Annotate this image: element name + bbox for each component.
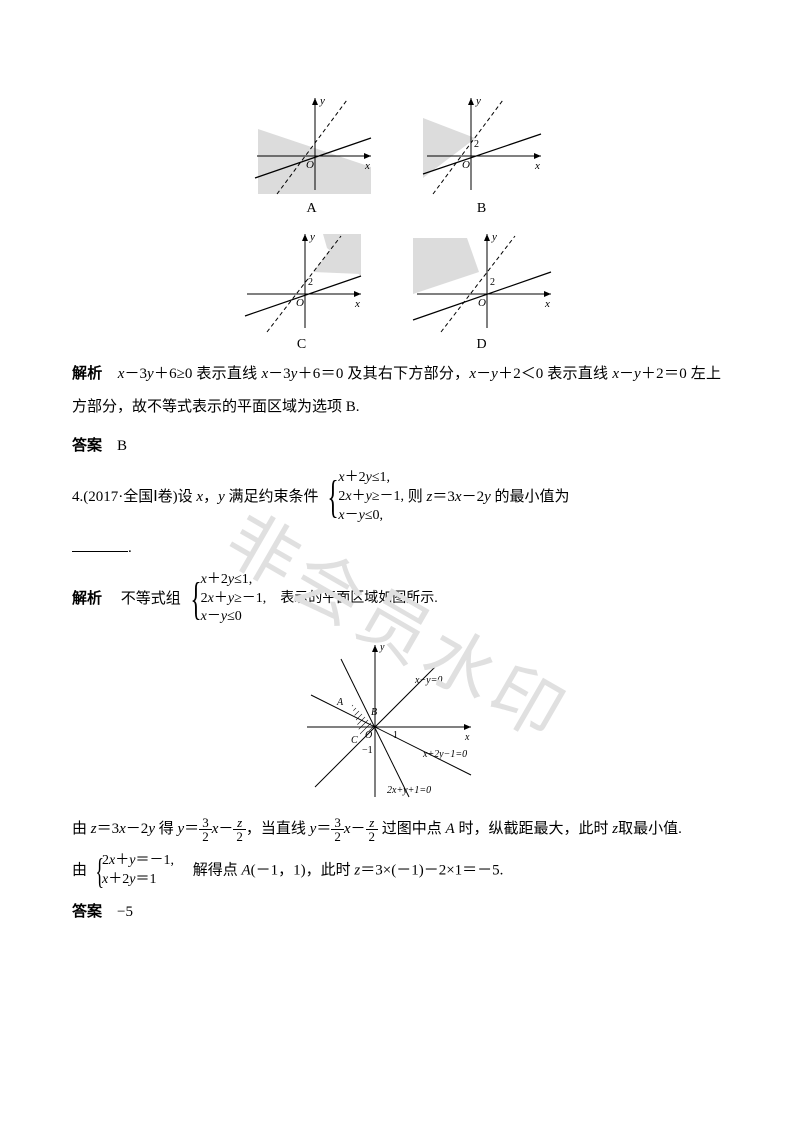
figure-b: O x y 2	[417, 88, 547, 198]
svg-text:A: A	[336, 697, 344, 708]
figure-c-wrap: O x y 2 C	[237, 224, 367, 352]
figure-a-wrap: O x y A	[247, 88, 377, 216]
label-b: B	[477, 202, 486, 216]
figure-d-wrap: O x y 2 D	[407, 224, 557, 352]
q4-prefix: 4.(2017·全国Ⅰ卷)设 x，y 满足约束条件	[72, 489, 319, 505]
svg-text:2: 2	[490, 277, 495, 288]
analysis-2-label: 解析	[72, 590, 102, 606]
svg-text:x−y=0: x−y=0	[414, 675, 442, 686]
a2-c1: x＋2y≤1,	[201, 571, 438, 590]
svg-text:O: O	[365, 730, 372, 741]
page-content: O x y A O x y 2 B	[0, 0, 793, 975]
svg-text:−1: −1	[362, 745, 373, 756]
q4-c1: x＋2y≤1,	[338, 469, 404, 488]
answer-2-value: −5	[117, 904, 133, 920]
analysis-1-label: 解析	[72, 366, 103, 382]
figure-row-cd: O x y 2 C O x y 2 D	[72, 224, 721, 352]
svg-text:x: x	[544, 298, 550, 310]
q4-c3: x－y≤0,	[338, 507, 404, 526]
svg-text:y: y	[319, 95, 325, 107]
s-c1: 2x＋y＝－1,	[102, 852, 174, 871]
svg-text:B: B	[371, 707, 377, 718]
svg-text:1: 1	[393, 730, 398, 741]
analysis-1: 解析 x－3y＋6≥0 表示直线 x－3y＋6＝0 及其右下方部分，x－y＋2＜…	[72, 358, 721, 424]
answer-1-value: B	[117, 438, 127, 454]
svg-text:C: C	[351, 735, 358, 746]
figure-d: O x y 2	[407, 224, 557, 334]
label-c: C	[297, 338, 306, 352]
label-a: A	[306, 202, 316, 216]
answer-1: 答案 B	[72, 430, 721, 463]
figure-b-wrap: O x y 2 B	[417, 88, 547, 216]
question-4: 4.(2017·全国Ⅰ卷)设 x，y 满足约束条件 { x＋2y≤1, 2x＋y…	[72, 469, 721, 526]
q4-c2: 2x＋y≥－1,	[338, 488, 404, 507]
analysis-1-text: x－3y＋6≥0 表示直线 x－3y＋6＝0 及其右下方部分，x－y＋2＜0 表…	[72, 366, 721, 415]
analysis-2: 解析 不等式组 { x＋2y≤1, 2x＋y≥－1, 表示的平面区域如图所示. …	[72, 571, 721, 628]
analysis-2c: 由 { 2x＋y＝－1, x＋2y＝1 解得点 A(－1，1)，此时 z＝3×(…	[72, 852, 721, 890]
svg-text:y: y	[491, 231, 497, 243]
central-figure: O x y 1 −1 A B C x−y=0 x+2y−1=0 2x+y+1=0	[297, 635, 497, 805]
svg-text:2: 2	[474, 139, 479, 150]
svg-text:y: y	[379, 642, 385, 653]
figure-row-ab: O x y A O x y 2 B	[72, 88, 721, 216]
svg-text:O: O	[478, 297, 486, 309]
label-d: D	[476, 338, 486, 352]
answer-2-label: 答案	[72, 904, 102, 920]
svg-text:O: O	[306, 159, 314, 171]
svg-text:y: y	[475, 95, 481, 107]
a2-c3: x－y≤0	[201, 608, 438, 627]
analysis-2b: 由 z＝3x－2y 得 y＝32x－z2，当直线 y＝32x－z2 过图中点 A…	[72, 813, 721, 846]
svg-text:O: O	[296, 297, 304, 309]
analysis-2-constraints: { x＋2y≤1, 2x＋y≥－1, 表示的平面区域如图所示. x－y≤0	[185, 571, 438, 628]
central-figure-wrap: O x y 1 −1 A B C x−y=0 x+2y−1=0 2x+y+1=0	[72, 635, 721, 805]
svg-text:x: x	[354, 298, 360, 310]
svg-text:2x+y+1=0: 2x+y+1=0	[387, 785, 431, 796]
figure-a: O x y	[247, 88, 377, 198]
a2c-pre: 由	[72, 863, 87, 879]
svg-text:x: x	[534, 160, 540, 172]
svg-text:x: x	[364, 160, 370, 172]
svg-text:x: x	[464, 732, 470, 743]
s-c2: x＋2y＝1	[102, 871, 174, 890]
q4-blank	[72, 536, 128, 552]
answer-2: 答案 −5	[72, 896, 721, 929]
answer-1-label: 答案	[72, 438, 102, 454]
q4-blank-line: .	[72, 532, 721, 565]
a2-c2: 2x＋y≥－1, 表示的平面区域如图所示.	[201, 590, 438, 609]
analysis-2-pre: 不等式组	[106, 590, 181, 606]
a2c-post: 解得点 A(－1，1)，此时 z＝3×(－1)－2×1＝－5.	[178, 863, 504, 879]
svg-text:x+2y−1=0: x+2y−1=0	[422, 749, 467, 760]
q4-constraints: { x＋2y≤1, 2x＋y≥－1, x－y≤0,	[322, 469, 404, 526]
svg-text:y: y	[309, 231, 315, 243]
svg-text:2: 2	[308, 277, 313, 288]
q4-postfix: 则 z＝3x－2y 的最小值为	[408, 489, 570, 505]
svg-text:O: O	[462, 159, 470, 171]
solve-constraints: { 2x＋y＝－1, x＋2y＝1	[91, 852, 174, 890]
figure-c: O x y 2	[237, 224, 367, 334]
